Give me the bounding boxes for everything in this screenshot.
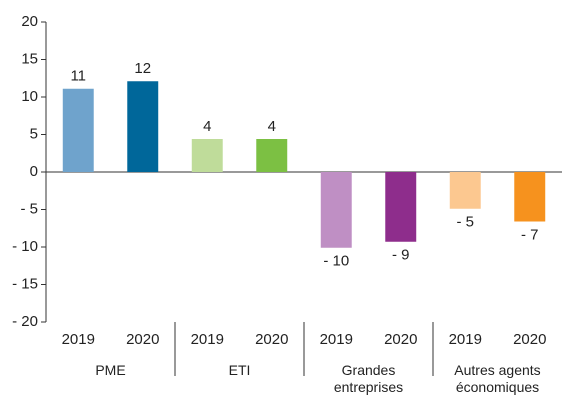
value-label: 12: [134, 60, 151, 77]
bar: [514, 172, 546, 222]
bar: [256, 139, 288, 172]
bar: [191, 139, 223, 172]
bar: [127, 81, 159, 172]
y-tick-label: - 20: [12, 313, 38, 330]
group-label: Grandes entreprises: [333, 362, 404, 395]
value-label: - 7: [521, 226, 539, 243]
bar: [62, 88, 94, 172]
bar: [320, 172, 352, 248]
group-label: PME: [95, 362, 126, 378]
x-tick-label: 2020: [384, 331, 417, 348]
value-label: 11: [70, 68, 86, 85]
y-tick-label: - 15: [12, 275, 38, 292]
y-tick-label: 15: [21, 50, 38, 67]
value-label: 4: [203, 118, 211, 135]
value-label: - 10: [323, 253, 349, 270]
value-label: - 9: [392, 247, 410, 264]
x-tick-label: 2020: [255, 331, 288, 348]
y-tick-label: - 10: [12, 238, 38, 255]
value-label: - 5: [456, 214, 474, 231]
y-tick-label: 10: [21, 88, 38, 105]
x-tick-label: 2020: [126, 331, 159, 348]
x-tick-label: 2019: [191, 331, 224, 348]
x-tick-label: 2019: [62, 331, 95, 348]
y-tick-label: 0: [30, 163, 38, 180]
x-tick-label: 2020: [513, 331, 546, 348]
bar: [385, 172, 417, 242]
value-label: 4: [268, 118, 276, 135]
y-tick-label: - 5: [20, 200, 38, 217]
x-tick-label: 2019: [320, 331, 353, 348]
group-label: Autres agents économiques: [454, 362, 541, 395]
bar: [449, 172, 481, 209]
y-tick-label: 5: [30, 125, 38, 142]
x-tick-label: 2019: [449, 331, 482, 348]
group-label: ETI: [228, 362, 251, 378]
y-tick-label: 20: [21, 13, 38, 30]
